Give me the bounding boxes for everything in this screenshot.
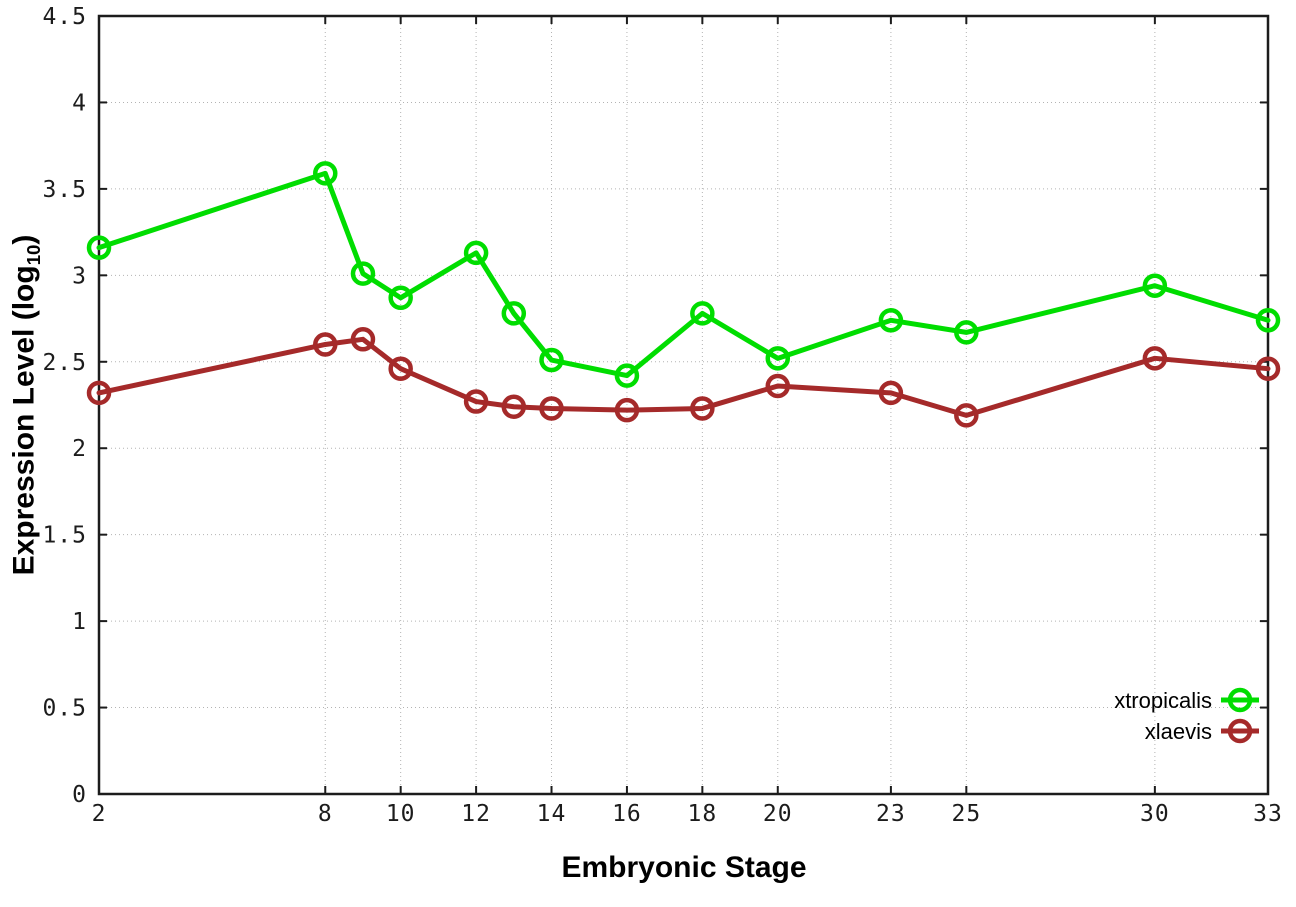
y-tick-label: 4.5: [42, 4, 87, 30]
data-point-xlaevis: [614, 397, 640, 423]
data-point-xtropicalis: [350, 261, 376, 286]
x-tick-label: 30: [1140, 801, 1170, 827]
x-tick-label: 18: [688, 801, 718, 827]
y-axis-label: Expression Level (log10): [7, 235, 45, 576]
x-tick-label: 23: [876, 801, 906, 827]
data-point-xtropicalis: [690, 301, 715, 326]
x-tick-label: 20: [763, 801, 793, 827]
data-point-xlaevis: [86, 380, 112, 406]
data-point-xtropicalis: [388, 285, 413, 311]
data-point-xtropicalis: [313, 161, 338, 186]
data-point-xtropicalis: [539, 347, 564, 373]
x-tick-label: 2: [92, 801, 107, 827]
data-point-xtropicalis: [1142, 273, 1168, 298]
y-tick-label: 3.5: [42, 177, 87, 203]
y-tick-label: 3: [72, 263, 87, 289]
data-point-xlaevis: [501, 394, 527, 419]
y-tick-label: 0.5: [42, 696, 87, 722]
data-point-xlaevis: [388, 356, 413, 381]
data-point-xlaevis: [1142, 346, 1168, 371]
data-point-xtropicalis: [463, 240, 489, 266]
data-point-xlaevis: [1255, 356, 1281, 381]
series-line-xlaevis: [96, 336, 1271, 418]
y-axis-label-text: Expression Level (log: [7, 265, 41, 576]
x-tick-label: 10: [386, 801, 416, 827]
y-tick-label: 0: [72, 782, 87, 808]
data-point-xtropicalis: [878, 308, 904, 333]
x-tick-label: 14: [537, 801, 567, 827]
y-axis-label-suffix: ): [7, 234, 41, 245]
data-point-xlaevis: [313, 332, 338, 357]
data-point-xlaevis: [954, 403, 979, 428]
data-point-xtropicalis: [501, 301, 527, 326]
x-axis-label: Embryonic Stage: [561, 851, 807, 884]
y-tick-label: 2.5: [42, 350, 87, 376]
data-point-xlaevis: [539, 396, 564, 421]
y-tick-label: 1.5: [42, 523, 87, 549]
x-tick-label: 33: [1253, 801, 1283, 827]
data-point-xtropicalis: [86, 235, 112, 260]
data-point-xtropicalis: [765, 346, 791, 371]
legend-marker-xtropicalis: [1227, 687, 1253, 713]
data-point-xlaevis: [463, 389, 489, 414]
series-line-xtropicalis: [96, 170, 1271, 379]
plot-border: [97, 14, 1270, 796]
x-tick-label: 8: [318, 801, 333, 827]
x-tick-label: 25: [951, 801, 981, 827]
legend-marker-xlaevis: [1227, 718, 1253, 744]
data-point-xlaevis: [878, 380, 904, 406]
legend-label-xtropicalis: xtropicalis: [1114, 688, 1212, 713]
data-point-xlaevis: [350, 327, 376, 352]
data-point-xlaevis: [765, 373, 791, 399]
y-tick-label: 1: [72, 609, 87, 635]
data-point-xtropicalis: [1255, 308, 1281, 333]
data-point-xtropicalis: [614, 363, 640, 388]
x-tick-label: 16: [612, 801, 642, 827]
x-tick-label: 12: [461, 801, 491, 827]
y-axis-label-subscript: 10: [22, 244, 44, 266]
data-point-xtropicalis: [954, 320, 979, 345]
y-tick-label: 4: [72, 90, 87, 116]
data-point-xlaevis: [690, 396, 715, 421]
y-tick-label: 2: [72, 436, 87, 462]
legend-label-xlaevis: xlaevis: [1145, 719, 1212, 744]
